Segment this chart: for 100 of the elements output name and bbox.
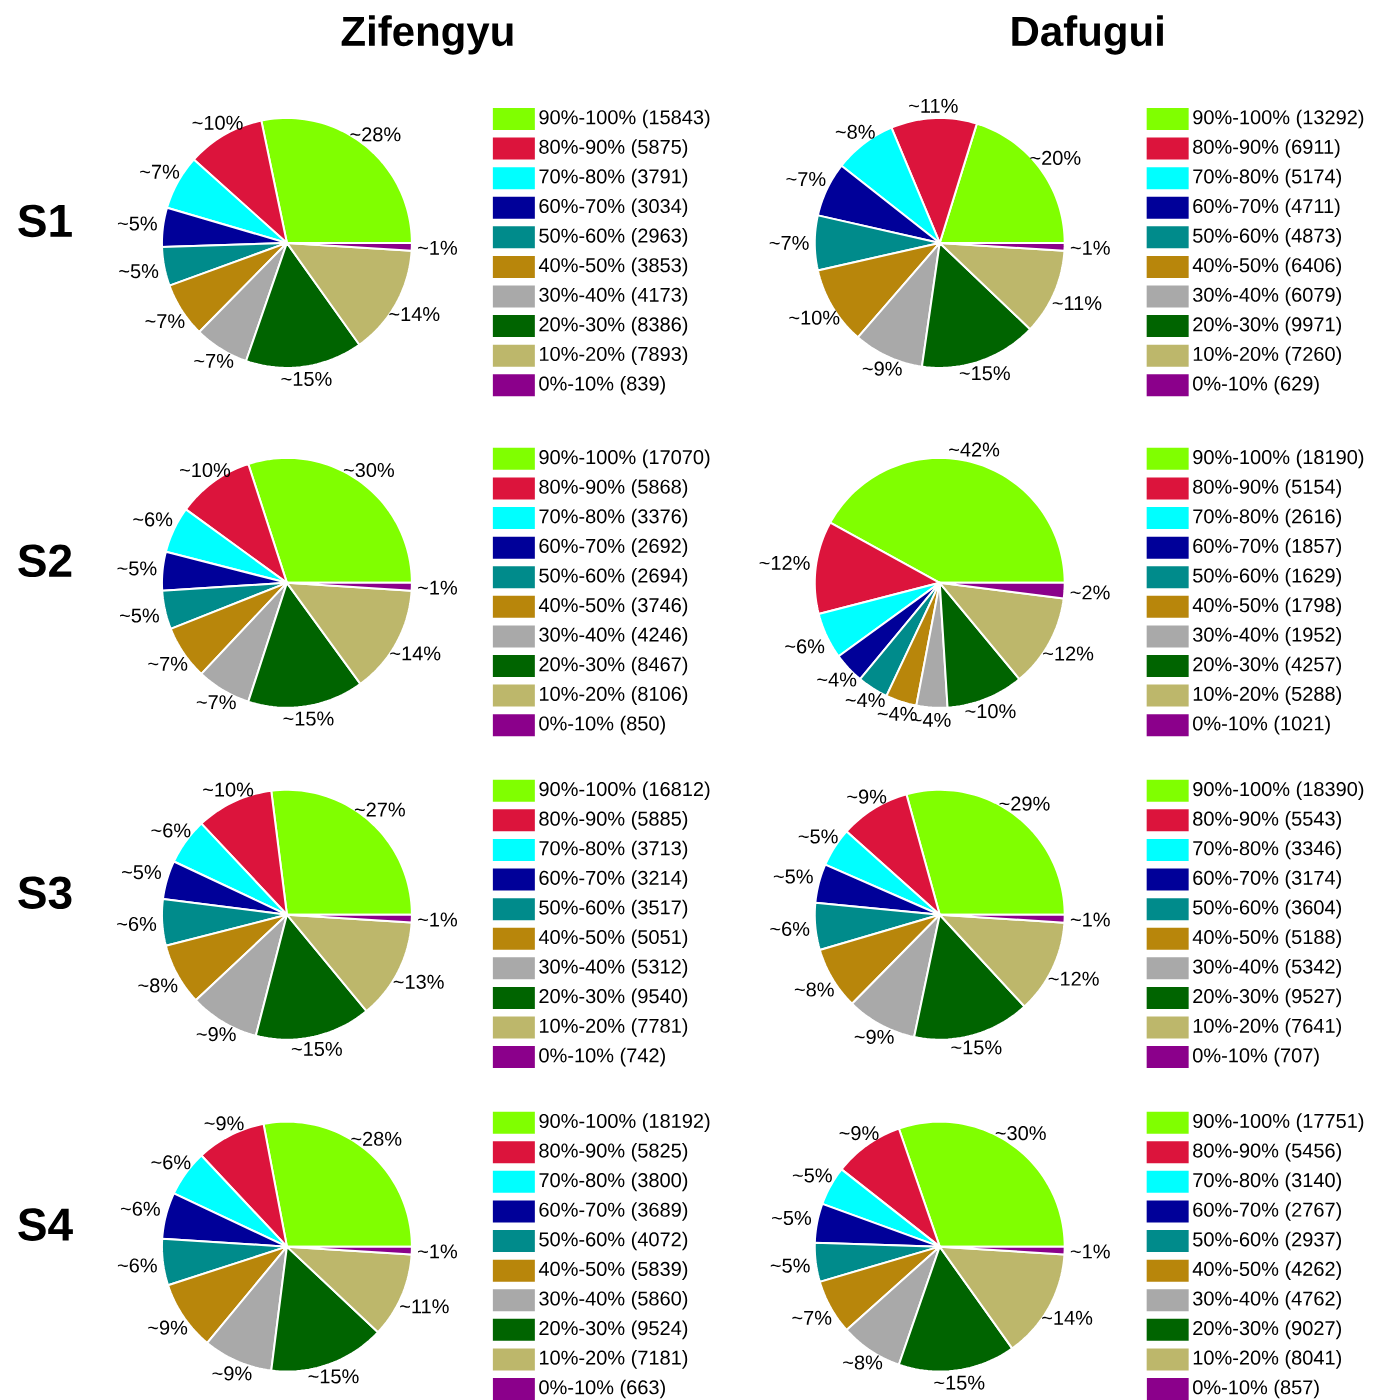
data-label: ~5% (772, 1211, 812, 1226)
text: S4 (18, 1208, 74, 1241)
legend-label: 70%-80% (3346) (1193, 840, 1342, 860)
data-label: ~11% (400, 1299, 449, 1314)
legend-label: 80%-90% (5825) (539, 1142, 688, 1162)
data-label: ~15% (308, 1369, 359, 1384)
legend-label: 80%-90% (5885) (539, 811, 688, 830)
data-label: ~28% (350, 127, 401, 142)
legend-label: 60%-70% (2767) (1193, 1202, 1342, 1221)
legend-label: 0%-10% (1021) (1193, 715, 1331, 735)
legend-label: 20%-30% (8386) (539, 316, 688, 336)
legend-label: 70%-80% (3791) (539, 168, 688, 188)
data-label: ~6% (133, 512, 173, 527)
data-label: ~15% (960, 366, 1011, 381)
legend-label: 0%-10% (629) (1193, 375, 1319, 395)
data-label: ~14% (1042, 1310, 1093, 1325)
data-label: ~5% (117, 561, 157, 576)
data-label: ~7% (145, 314, 185, 329)
legend-label: 10%-20% (7260) (1193, 346, 1342, 366)
data-label: ~1% (1071, 912, 1111, 927)
data-label: ~1% (418, 580, 458, 595)
data-label: ~8% (795, 982, 835, 997)
legend-label: 60%-70% (1857) (1193, 538, 1342, 557)
legend-label: 10%-20% (8106) (540, 686, 688, 705)
legend-label: 80%-90% (5154) (1193, 479, 1342, 498)
data-label: ~2% (1070, 585, 1110, 600)
data-label: ~5% (770, 1258, 810, 1273)
data-label: ~6% (121, 1201, 161, 1216)
legend-label: 80%-90% (5875) (539, 139, 688, 158)
legend-label: 60%-70% (3214) (539, 870, 688, 889)
legend-label: 40%-50% (3746) (539, 597, 688, 617)
legend-label: 30%-40% (5312) (539, 959, 688, 978)
data-label: ~1% (418, 240, 458, 255)
data-label: ~28% (351, 1131, 402, 1146)
data-label: ~9% (863, 361, 902, 376)
legend-label: 70%-80% (3800) (539, 1172, 688, 1192)
data-label: ~5% (119, 264, 159, 279)
legend-label: 40%-50% (3853) (539, 257, 688, 277)
data-label: ~42% (949, 442, 1000, 457)
legend-label: 60%-70% (2692) (539, 538, 688, 557)
data-label: ~15% (951, 1040, 1002, 1055)
legend-label: 60%-70% (3034) (539, 198, 688, 218)
legend-label: 50%-60% (1629) (1193, 567, 1342, 587)
data-label: ~1% (418, 912, 458, 927)
legend-label: 30%-40% (5860) (539, 1290, 688, 1310)
text: S2 (18, 544, 72, 578)
legend-label: 90%-100% (18190) (1193, 449, 1364, 469)
chart-title: Zifengyu (341, 15, 513, 55)
data-label: ~10% (965, 704, 1016, 719)
legend-label: 30%-40% (4762) (1193, 1290, 1342, 1310)
legend-label: 30%-40% (5342) (1193, 959, 1342, 978)
legend-label: 10%-20% (7781) (540, 1018, 688, 1037)
data-label: ~5% (122, 865, 162, 880)
legend-label: 0%-10% (839) (539, 375, 666, 395)
data-label: ~9% (204, 1116, 244, 1131)
legend-label: 50%-60% (3517) (539, 899, 688, 919)
legend-label: 0%-10% (742) (539, 1047, 666, 1067)
data-label: ~9% (847, 789, 887, 804)
legend-label: 0%-10% (857) (1193, 1379, 1319, 1399)
legend-label: 40%-50% (5188) (1192, 929, 1342, 949)
legend-label: 70%-80% (3140) (1193, 1172, 1342, 1192)
data-label: ~1% (418, 1244, 458, 1259)
data-label: ~5% (793, 1168, 833, 1183)
data-label: ~30% (995, 1126, 1047, 1141)
legend-label: 30%-40% (4173) (539, 287, 688, 306)
legend-label: 40%-50% (6406) (1192, 257, 1342, 277)
data-label: ~15% (292, 1041, 343, 1057)
data-label: ~6% (118, 1258, 158, 1273)
data-label: ~9% (839, 1126, 879, 1141)
data-label: ~9% (212, 1366, 252, 1381)
data-label: ~12% (1048, 971, 1099, 986)
data-label: ~5% (118, 216, 158, 231)
legend-label: 40%-50% (5051) (539, 929, 688, 949)
data-label: ~29% (999, 796, 1050, 811)
legend-label: 50%-60% (2694) (539, 567, 688, 587)
legend-label: 10%-20% (7893) (540, 346, 688, 366)
legend-label: 80%-90% (6911) (1193, 139, 1340, 158)
legend-label: 60%-70% (4711) (1193, 198, 1340, 218)
data-label: ~6% (151, 1155, 191, 1170)
data-label: ~8% (138, 978, 178, 993)
legend-label: 20%-30% (9540) (539, 988, 688, 1008)
data-label: ~6% (117, 916, 157, 932)
legend-label: 90%-100% (15843) (539, 109, 710, 129)
legend-label: 60%-70% (3689) (539, 1202, 688, 1221)
data-label: ~6% (770, 921, 810, 936)
legend-label: 10%-20% (7641) (1193, 1018, 1342, 1037)
legend-label: 20%-30% (9527) (1193, 988, 1342, 1008)
data-label: ~4% (845, 693, 885, 708)
data-label: ~15% (934, 1375, 985, 1390)
legend-label: 90%-100% (17751) (1193, 1113, 1364, 1132)
legend-label: 40%-50% (1798) (1192, 597, 1342, 617)
legend-label: 90%-100% (18390) (1193, 781, 1364, 801)
legend-label: 0%-10% (850) (539, 715, 666, 735)
data-label: ~14% (390, 646, 441, 661)
data-label: ~4% (817, 672, 857, 687)
data-label: ~15% (283, 711, 334, 726)
data-label: ~6% (151, 823, 191, 838)
legend-label: 0%-10% (707) (1193, 1047, 1319, 1067)
data-label: ~27% (355, 802, 406, 817)
legend-label: 40%-50% (4262) (1192, 1261, 1342, 1280)
